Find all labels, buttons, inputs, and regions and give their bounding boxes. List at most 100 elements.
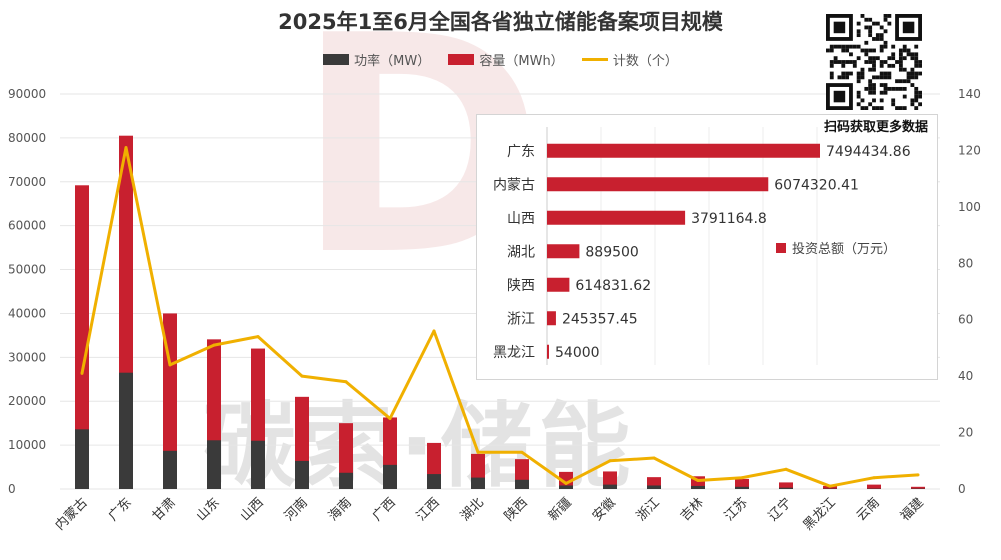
qr-module [864,86,869,91]
inset-legend: 投资总额（万元） [776,238,896,257]
qr-module [868,17,873,22]
inset-category-label: 浙江 [507,311,535,327]
qr-module [914,106,919,110]
x-tick-label: 安徽 [590,495,619,524]
qr-module [860,67,865,72]
bar-capacity-辽宁 [779,482,793,489]
y-right-tick-label: 40 [958,369,973,383]
legend-item-capacity: 容量（MWh） [448,50,564,69]
x-tick-label: 甘肃 [150,495,179,524]
point-count-吉林 [696,479,700,483]
qr-module [898,48,903,53]
qr-module [826,48,830,53]
qr-module [918,90,922,95]
qr-module [860,106,865,110]
qr-module [879,60,884,64]
bar-power-河南 [295,460,309,489]
point-count-甘肃 [168,363,172,367]
qr-module [906,71,911,76]
qr-module [883,40,888,45]
point-count-山东 [212,343,216,347]
qr-module [829,48,834,53]
qr-module [879,75,884,80]
qr-module [864,52,869,57]
qr-module [918,71,922,76]
qr-module [910,71,915,76]
qr-module [898,106,903,110]
qr-module [914,86,919,91]
qr-module [879,90,884,95]
inset-category-label: 内蒙古 [493,177,535,193]
qr-module [875,33,880,38]
qr-module [856,33,861,38]
bar-capacity-云南 [867,484,881,489]
point-count-山西 [256,335,260,339]
qr-module [891,102,896,107]
qr-module [864,48,869,53]
qr-module [841,63,846,68]
point-count-江西 [432,329,436,333]
bar-power-内蒙古 [75,429,89,489]
bar-power-安徽 [603,484,617,489]
qr-module [872,83,876,87]
qr-module [902,86,907,91]
x-tick-label: 河南 [281,495,311,525]
inset-value-label: 3791164.8 [691,211,767,227]
qr-module [902,106,907,110]
qr-module [895,60,899,64]
qr-module [868,56,873,61]
qr-module [875,21,880,26]
qr-module [872,98,876,103]
point-count-黑龙江 [828,484,832,488]
legend-swatch-capacity [448,54,475,65]
qr-module [833,44,838,49]
x-tick-label: 云南 [853,495,883,525]
bar-power-江苏 [735,486,749,489]
qr-module [860,98,865,103]
legend-label-capacity: 容量（MWh） [479,54,564,69]
qr-module [849,44,853,49]
y-left-tick-label: 60000 [8,219,46,233]
qr-module [868,79,873,84]
line-count [80,146,919,488]
legend-line-count [581,58,608,61]
qr-module [875,106,880,110]
point-count-安徽 [608,459,612,463]
y-left-tick-label: 30000 [8,350,46,364]
bar-power-山东 [207,440,221,489]
bar-capacity-海南 [339,423,353,489]
x-tick-label: 江西 [414,495,443,524]
qr-module [856,56,861,61]
qr-module [868,25,873,30]
qr-module [898,56,903,61]
qr-module [879,106,884,110]
qr-module [883,60,888,64]
qr-module [868,33,873,38]
legend-item-power: 功率（MW） [323,50,430,69]
inset-value-label: 245357.45 [562,311,638,327]
bar-capacity-浙江 [647,477,661,489]
point-count-海南 [344,380,348,384]
inset-value-label: 6074320.41 [774,177,859,193]
inset-legend-swatch [776,242,786,253]
y-left-tick-label: 70000 [8,175,46,189]
point-count-福建 [916,473,920,477]
qr-code-icon[interactable] [826,14,922,110]
qr-module [918,94,922,99]
qr-module [868,102,873,107]
qr-module [875,56,880,61]
qr-module [914,52,919,57]
qr-module [910,102,915,107]
qr-module [910,67,915,72]
qr-module [860,48,865,53]
qr-module [914,90,919,95]
qr-module [868,48,873,53]
qr-module [837,44,842,49]
x-tick-label: 内蒙古 [52,495,91,534]
qr-module [856,90,861,95]
qr-module [918,60,922,64]
qr-module [841,60,846,64]
bar-power-吉林 [691,485,705,489]
qr-module [914,94,919,99]
qr-module [910,56,915,61]
